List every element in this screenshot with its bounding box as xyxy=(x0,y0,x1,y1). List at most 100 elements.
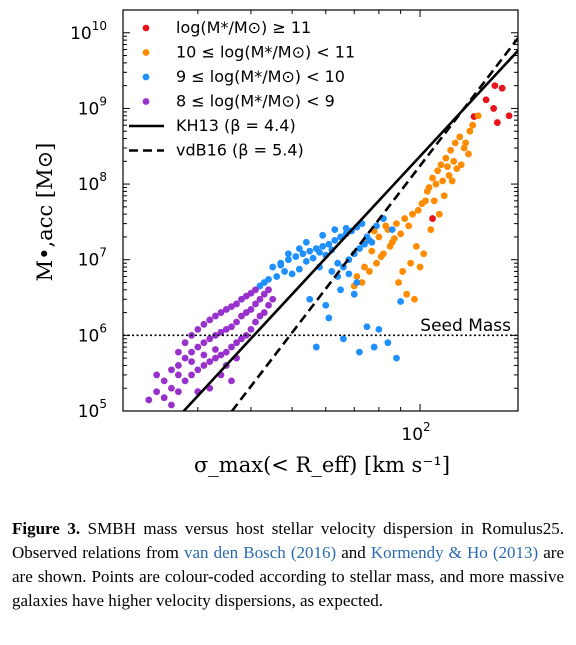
data-point-series-1-19 xyxy=(456,133,464,141)
y-tick-exponent-3: 8 xyxy=(99,170,107,184)
data-point-series-0-5 xyxy=(493,119,501,126)
data-point-series-3-56 xyxy=(238,295,245,303)
data-point-series-1-25 xyxy=(432,180,440,188)
data-point-series-1-32 xyxy=(405,222,413,230)
data-point-series-3-48 xyxy=(194,325,202,333)
y-tick-label-0: 105 xyxy=(78,397,107,422)
data-point-series-1-2 xyxy=(393,220,400,228)
data-point-series-2-20 xyxy=(302,257,310,265)
legend-label-relation-1: vdB16 (β = 5.4) xyxy=(176,141,304,160)
data-point-series-0-7 xyxy=(429,215,436,222)
data-point-series-3-63 xyxy=(212,346,219,353)
data-point-series-3-26 xyxy=(194,343,202,351)
data-point-series-2-8 xyxy=(325,240,333,248)
legend-label-1: 10 ≤ log(M*/M⊙) < 11 xyxy=(176,43,355,62)
data-point-series-3-52 xyxy=(217,309,225,316)
data-point-series-3-9 xyxy=(217,351,225,359)
data-point-series-1-7 xyxy=(366,268,373,275)
legend-marker-3 xyxy=(142,98,150,105)
data-point-series-2-58 xyxy=(284,250,292,258)
data-point-series-2-38 xyxy=(337,286,344,294)
data-point-series-1-47 xyxy=(430,197,438,205)
legend-label-relation-0: KH13 (β = 4.4) xyxy=(176,116,296,135)
data-point-series-3-5 xyxy=(194,366,202,374)
data-point-series-1-31 xyxy=(414,206,422,214)
relation-lines xyxy=(123,37,518,411)
caption-text-2: and xyxy=(336,543,371,562)
data-point-series-3-41 xyxy=(153,388,161,396)
data-point-series-3-16 xyxy=(252,318,259,326)
data-point-series-3-7 xyxy=(206,358,214,365)
data-point-series-2-31 xyxy=(366,237,373,244)
data-point-series-2-0 xyxy=(269,263,277,271)
figure-caption: Figure 3. SMBH mass versus host stellar … xyxy=(12,517,564,613)
data-point-series-3-43 xyxy=(145,396,153,404)
data-point-series-2-29 xyxy=(356,245,363,253)
data-point-series-1-39 xyxy=(353,273,361,280)
legend: log(M*/M⊙) ≥ 11 10 ≤ log(M*/M⊙) < 11 9 ≤ l… xyxy=(129,18,355,160)
y-tick-exponent-4: 9 xyxy=(99,94,107,108)
citation-link-kormendy-ho[interactable]: Kormendy & Ho (2013) xyxy=(370,543,539,562)
data-point-series-0-6 xyxy=(490,105,498,112)
data-point-series-1-27 xyxy=(445,172,453,179)
data-point-series-2-37 xyxy=(322,301,330,309)
data-point-series-2-19 xyxy=(295,265,303,273)
data-point-series-2-22 xyxy=(316,248,323,256)
data-point-series-2-55 xyxy=(342,224,350,232)
data-point-series-2-21 xyxy=(309,254,317,262)
data-point-series-2-25 xyxy=(334,259,342,267)
data-point-series-3-8 xyxy=(212,354,219,362)
y-tick-label-2: 107 xyxy=(78,246,107,271)
data-point-series-2-59 xyxy=(277,261,285,269)
data-point-series-3-62 xyxy=(200,351,208,359)
data-point-series-3-18 xyxy=(260,309,268,316)
data-point-series-3-44 xyxy=(168,401,175,409)
data-point-series-1-35 xyxy=(386,242,394,250)
data-point-series-2-2 xyxy=(284,256,292,264)
data-point-series-3-53 xyxy=(222,306,230,313)
data-point-series-3-6 xyxy=(200,362,208,369)
data-point-series-2-4 xyxy=(299,250,307,258)
data-point-series-3-11 xyxy=(228,343,235,351)
data-point-series-2-52 xyxy=(373,222,380,230)
data-point-series-1-29 xyxy=(453,165,461,173)
data-point-series-0-0 xyxy=(491,82,499,90)
data-point-series-2-18 xyxy=(288,270,296,278)
data-point-series-3-59 xyxy=(252,286,259,294)
data-point-series-3-38 xyxy=(256,295,264,303)
data-point-series-1-49 xyxy=(435,210,443,218)
data-point-series-2-47 xyxy=(363,323,371,331)
caption-text-3: are are shown. Points are colour-coded a… xyxy=(12,543,564,610)
data-point-series-2-61 xyxy=(328,268,336,275)
legend-label-3: 8 ≤ log(M*/M⊙) < 9 xyxy=(176,92,335,111)
data-point-series-1-37 xyxy=(368,247,376,255)
y-axis-label: M•,acc [M⊙] xyxy=(33,143,57,282)
data-point-series-1-51 xyxy=(450,157,458,165)
citation-link-van-den-bosch[interactable]: van den Bosch (2016) xyxy=(183,543,337,562)
data-point-series-2-49 xyxy=(397,298,405,305)
data-point-series-1-42 xyxy=(407,259,414,267)
data-point-series-1-55 xyxy=(427,226,435,234)
data-point-series-3-61 xyxy=(188,358,195,365)
data-point-series-1-53 xyxy=(462,139,470,147)
data-point-series-0-2 xyxy=(505,112,513,120)
data-point-series-2-57 xyxy=(295,245,303,253)
data-point-series-1-23 xyxy=(474,112,482,120)
caption-text-1: SMBH mass versus host stellar velocity d… xyxy=(12,519,564,562)
data-point-series-1-34 xyxy=(390,235,398,243)
data-point-series-3-2 xyxy=(174,388,182,396)
y-tick-exponent-5: 10 xyxy=(92,19,107,33)
data-point-series-1-24 xyxy=(425,184,433,191)
y-tick-label-5: 1010 xyxy=(70,19,107,44)
data-point-series-2-35 xyxy=(260,279,268,286)
relation-line-vdb16 xyxy=(230,37,518,411)
data-point-series-3-40 xyxy=(265,286,272,294)
legend-marker-2 xyxy=(142,73,150,81)
data-point-series-1-15 xyxy=(437,161,445,169)
data-point-series-0-3 xyxy=(482,96,490,104)
data-point-series-3-4 xyxy=(188,371,195,379)
data-point-series-2-17 xyxy=(281,268,288,275)
data-point-series-3-37 xyxy=(252,300,259,308)
